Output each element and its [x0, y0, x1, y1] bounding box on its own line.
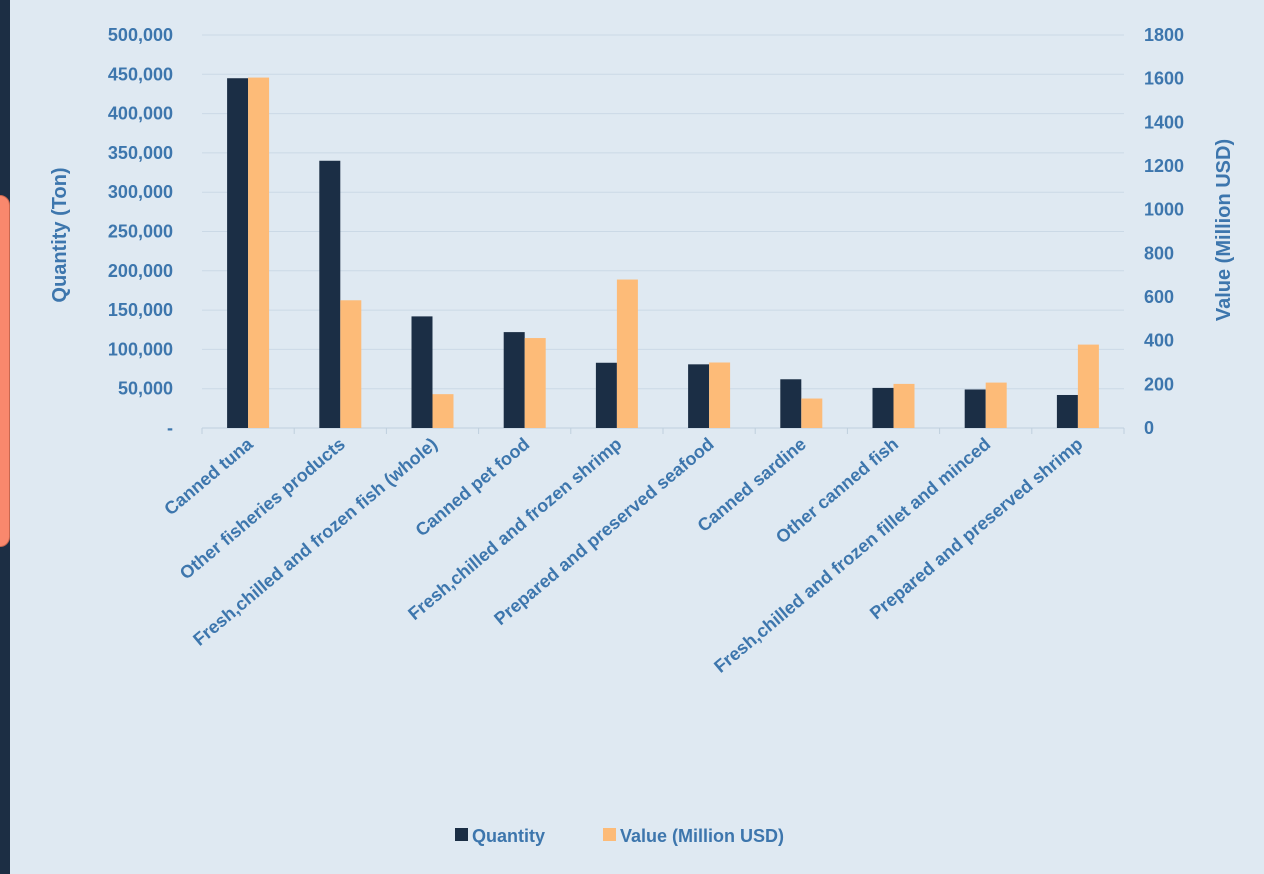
- bar-quantity: [780, 379, 802, 428]
- y-tick-label: 200,000: [108, 261, 173, 281]
- bar-quantity: [1056, 394, 1078, 428]
- y2-axis-title: Value (Million USD): [1213, 139, 1235, 321]
- y2-tick-label: 800: [1144, 243, 1174, 263]
- bar-value: [340, 300, 362, 428]
- bar-quantity: [411, 316, 433, 428]
- y-tick-label: 100,000: [108, 339, 173, 359]
- legend-swatch-quantity: [455, 828, 468, 841]
- y2-tick-label: 1000: [1144, 200, 1184, 220]
- y2-tick-label: 1400: [1144, 112, 1184, 132]
- bar-quantity: [227, 78, 249, 428]
- bar-quantity: [964, 389, 986, 428]
- y-tick-label: 400,000: [108, 104, 173, 124]
- y-tick-label: 500,000: [108, 25, 173, 45]
- y-tick-label: -: [167, 418, 173, 438]
- bar-quantity: [688, 364, 710, 428]
- legend-label-value: Value (Million USD): [620, 826, 784, 846]
- bar-value: [432, 394, 454, 428]
- y-tick-label: 450,000: [108, 64, 173, 84]
- bar-value: [524, 338, 546, 428]
- bar-value: [709, 362, 731, 428]
- y-tick-label: 350,000: [108, 143, 173, 163]
- bar-quantity: [319, 160, 341, 428]
- bar-quantity: [503, 332, 525, 428]
- x-category-label: Other fisheries products: [176, 434, 349, 584]
- y2-tick-label: 400: [1144, 331, 1174, 351]
- y2-tick-label: 1600: [1144, 69, 1184, 89]
- y2-tick-label: 600: [1144, 287, 1174, 307]
- bar-value: [248, 77, 270, 428]
- y-tick-label: 150,000: [108, 300, 173, 320]
- bar-quantity: [872, 387, 894, 428]
- y2-tick-label: 200: [1144, 374, 1174, 394]
- bar-value: [1077, 344, 1099, 428]
- y2-tick-label: 0: [1144, 418, 1154, 438]
- y2-tick-label: 1800: [1144, 25, 1184, 45]
- x-category-label: Canned tuna: [160, 433, 257, 519]
- bar-value: [801, 398, 823, 428]
- bar-value: [985, 382, 1007, 428]
- bar-value: [616, 279, 638, 428]
- y-tick-label: 300,000: [108, 182, 173, 202]
- y-tick-label: 50,000: [118, 379, 173, 399]
- y-axis-title: Quantity (Ton): [49, 167, 71, 302]
- chart-area: [10, 0, 1264, 874]
- legend-label-quantity: Quantity: [472, 826, 545, 846]
- bar-quantity: [595, 362, 617, 428]
- bar-value: [893, 383, 915, 428]
- legend-swatch-value: [603, 828, 616, 841]
- y-tick-label: 250,000: [108, 222, 173, 242]
- y2-tick-label: 1200: [1144, 156, 1184, 176]
